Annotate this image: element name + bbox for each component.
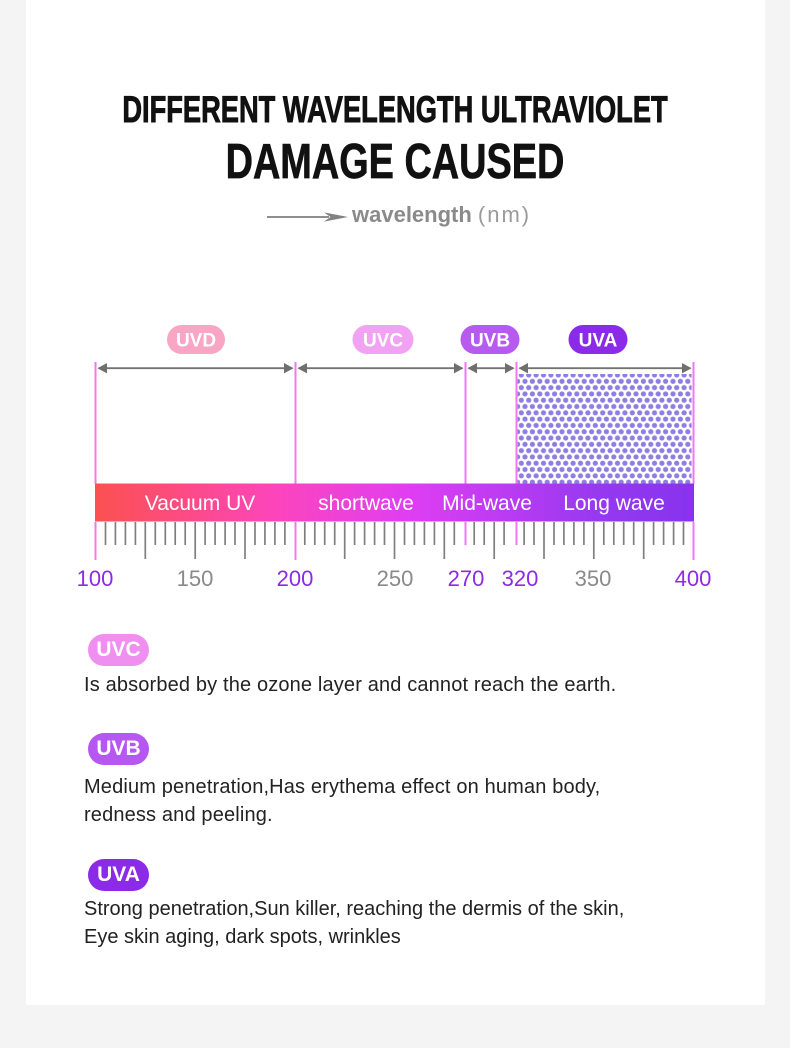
svg-text:Mid-wave: Mid-wave <box>442 492 532 515</box>
svg-text:400: 400 <box>675 566 712 591</box>
svg-text:150: 150 <box>177 566 214 591</box>
svg-text:UVB: UVB <box>470 330 510 351</box>
svg-text:270: 270 <box>448 566 485 591</box>
svg-text:250: 250 <box>377 566 414 591</box>
svg-text:UVC: UVC <box>363 330 403 351</box>
svg-text:350: 350 <box>575 566 612 591</box>
svg-text:UVD: UVD <box>176 330 216 351</box>
svg-text:320: 320 <box>502 566 539 591</box>
svg-text:UVA: UVA <box>579 330 618 351</box>
svg-text:shortwave: shortwave <box>318 492 414 515</box>
svg-text:100: 100 <box>77 566 114 591</box>
svg-text:200: 200 <box>277 566 314 591</box>
svg-text:Long wave: Long wave <box>563 492 665 515</box>
svg-text:Vacuum UV: Vacuum UV <box>145 492 256 515</box>
